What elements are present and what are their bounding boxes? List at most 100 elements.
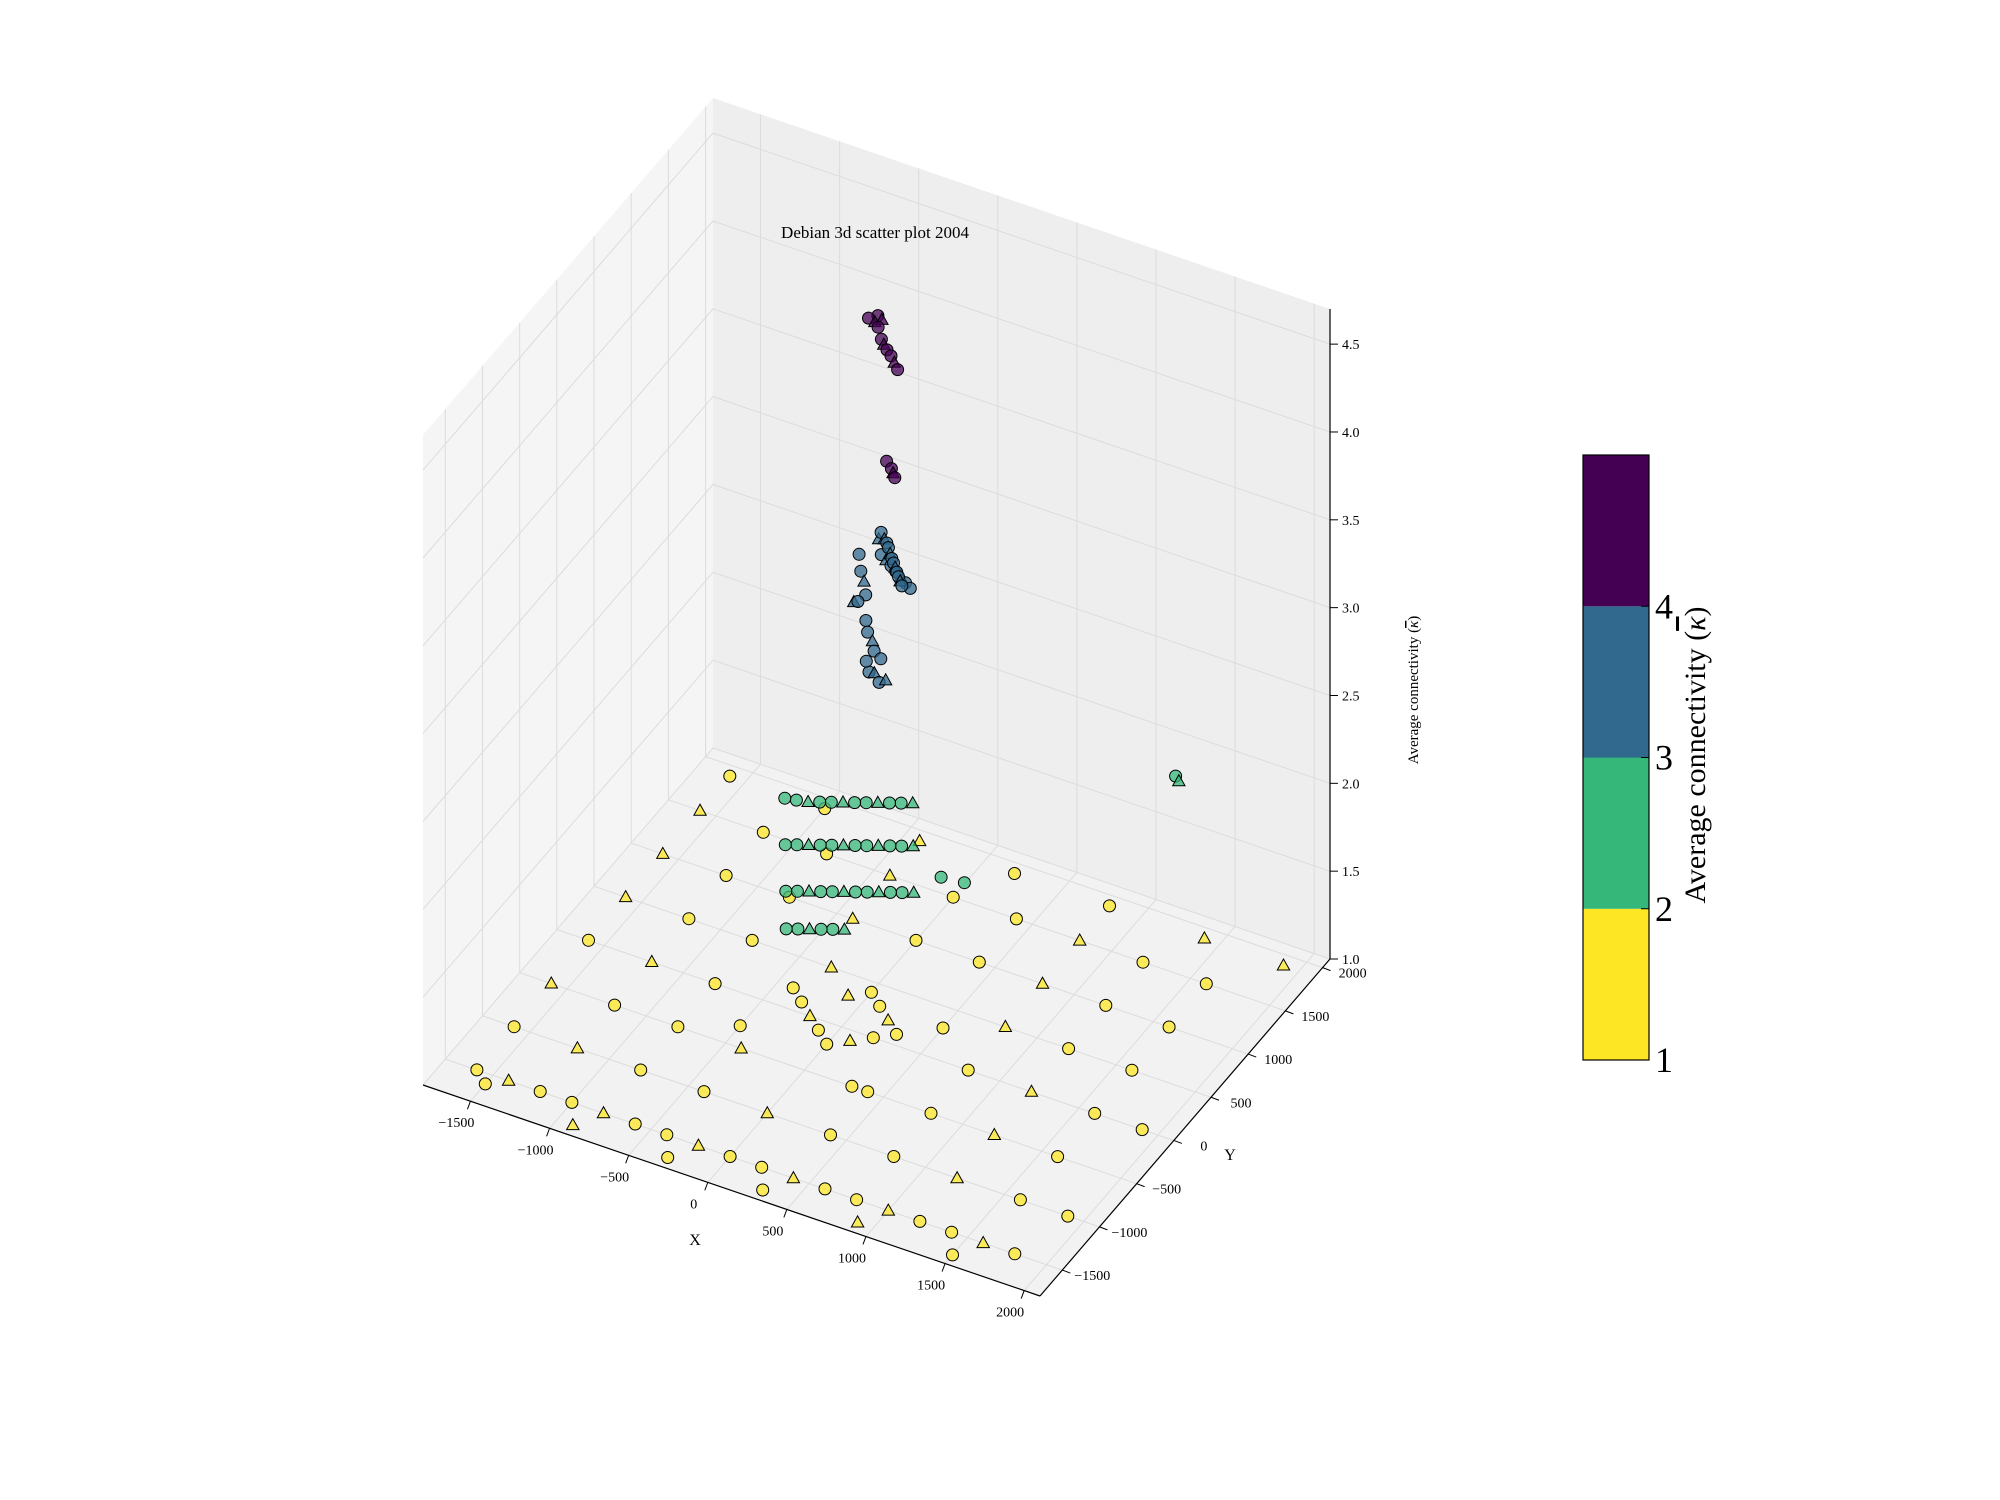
data-point-triangle (786, 1170, 801, 1184)
data-point-triangle (845, 911, 860, 924)
data-point-circle (733, 1019, 747, 1033)
data-point-circle (719, 869, 733, 882)
data-point-circle (866, 1031, 880, 1045)
data-point-circle (708, 977, 722, 991)
y-tick-label: 2000 (1339, 967, 1367, 982)
data-point-triangle (691, 1138, 706, 1151)
data-point-circle (851, 595, 865, 608)
data-point-circle (891, 363, 905, 377)
data-point-triangle (801, 837, 816, 850)
x-tick-label: 2000 (996, 1306, 1024, 1321)
data-point-circle (825, 885, 839, 899)
data-point-circle (895, 839, 909, 853)
data-point-circle (1061, 1209, 1075, 1223)
data-point-triangle (881, 1012, 896, 1026)
data-point-circle (790, 884, 804, 898)
z-tick-label: 4.5 (1342, 338, 1360, 353)
data-point-circle (1135, 1123, 1149, 1137)
y-axis-label: Y (1224, 1147, 1236, 1164)
data-point-circle (883, 839, 897, 853)
data-point-circle (826, 922, 840, 936)
data-point-triangle (1035, 976, 1050, 989)
z-tick-label: 2.0 (1342, 777, 1360, 792)
data-point-circle (811, 1023, 825, 1037)
data-point-circle (961, 1063, 975, 1077)
data-point-circle (634, 1063, 648, 1077)
data-point-circle (1051, 1150, 1065, 1164)
y-tick-label: −500 (1152, 1183, 1181, 1198)
data-point-circle (909, 933, 923, 947)
data-point-circle (850, 1193, 864, 1207)
data-point-circle (887, 1150, 901, 1163)
data-point-circle (883, 885, 897, 899)
data-point-circle (786, 981, 800, 995)
data-point-triangle (655, 846, 670, 859)
colorbar-segment (1583, 606, 1649, 758)
x-tick (1020, 1290, 1025, 1299)
chart-title: Debian 3d scatter plot 2004 (781, 223, 969, 242)
data-point-circle (1136, 955, 1150, 969)
data-point-triangle (871, 884, 886, 898)
x-tick (466, 1101, 471, 1110)
data-point-triangle (618, 889, 633, 903)
data-point-circle (755, 1160, 769, 1174)
data-point-triangle (802, 921, 817, 935)
data-point-triangle (802, 883, 817, 897)
data-point-triangle (882, 868, 897, 881)
y-tick-label: 500 (1231, 1096, 1252, 1111)
data-point-triangle (1276, 957, 1291, 971)
data-point-triangle (801, 794, 816, 807)
x-tick-label: 1500 (917, 1279, 945, 1294)
y-tick-label: −1500 (1074, 1269, 1110, 1284)
x-tick (783, 1209, 788, 1218)
data-point-triangle (998, 1019, 1013, 1032)
data-point-triangle (870, 795, 885, 808)
scatter-points (470, 309, 1291, 1262)
x-tick (625, 1155, 630, 1164)
data-point-circle (1013, 1193, 1027, 1207)
x-tick-label: −1500 (439, 1116, 475, 1131)
y-tick (1248, 1053, 1257, 1058)
colorbar-tick-label: 3 (1655, 738, 1673, 778)
data-point-circle (628, 1117, 642, 1131)
data-point-circle (824, 1128, 837, 1142)
colorbar-label: Average connectivity (κ) (1679, 606, 1712, 903)
z-axis-label: Average connectivity (κ) (1406, 616, 1422, 765)
data-point-circle (825, 838, 839, 852)
data-point-circle (1199, 977, 1213, 991)
data-point-circle (1009, 912, 1023, 926)
z-gridline (422, 220, 1331, 559)
colorbar: 1 2 3 4 (1582, 454, 1673, 1080)
floor-pane (423, 748, 1330, 1296)
data-point-circle (861, 1085, 875, 1099)
data-point-circle (890, 1027, 903, 1041)
data-point-circle (1125, 1063, 1139, 1077)
z-tick-label: 3.0 (1342, 602, 1360, 617)
z-gridline (422, 659, 1331, 998)
data-point-triangle (835, 794, 850, 808)
data-point-circle (507, 1020, 521, 1034)
data-point-triangle (1197, 930, 1212, 944)
data-point-triangle (802, 1008, 817, 1022)
data-point-triangle (1024, 1084, 1039, 1097)
data-point-triangle (544, 975, 559, 989)
data-point-circle (682, 912, 696, 926)
data-point-triangle (976, 1235, 991, 1249)
data-point-circle (874, 652, 888, 666)
data-point-circle (852, 547, 866, 561)
colorbar-segment (1583, 455, 1649, 607)
colorbar-segment (1583, 908, 1649, 1061)
axis-ticks: −1500 −1000 −500 0 500 1000 1500 2000 −1500 −1000… (439, 338, 1367, 1320)
z-gridline (422, 396, 1331, 734)
data-point-triangle (871, 838, 886, 851)
x-axis-line (422, 1084, 1041, 1297)
x-tick (862, 1236, 867, 1245)
data-point-triangle (841, 987, 856, 1001)
data-point-triangle (837, 922, 852, 935)
data-point-circle (778, 838, 792, 852)
data-point-triangle (836, 884, 851, 897)
y-tick-label: 1500 (1301, 1010, 1329, 1025)
data-point-circle (860, 885, 874, 899)
data-point-circle (854, 564, 868, 578)
data-point-circle (813, 838, 827, 852)
